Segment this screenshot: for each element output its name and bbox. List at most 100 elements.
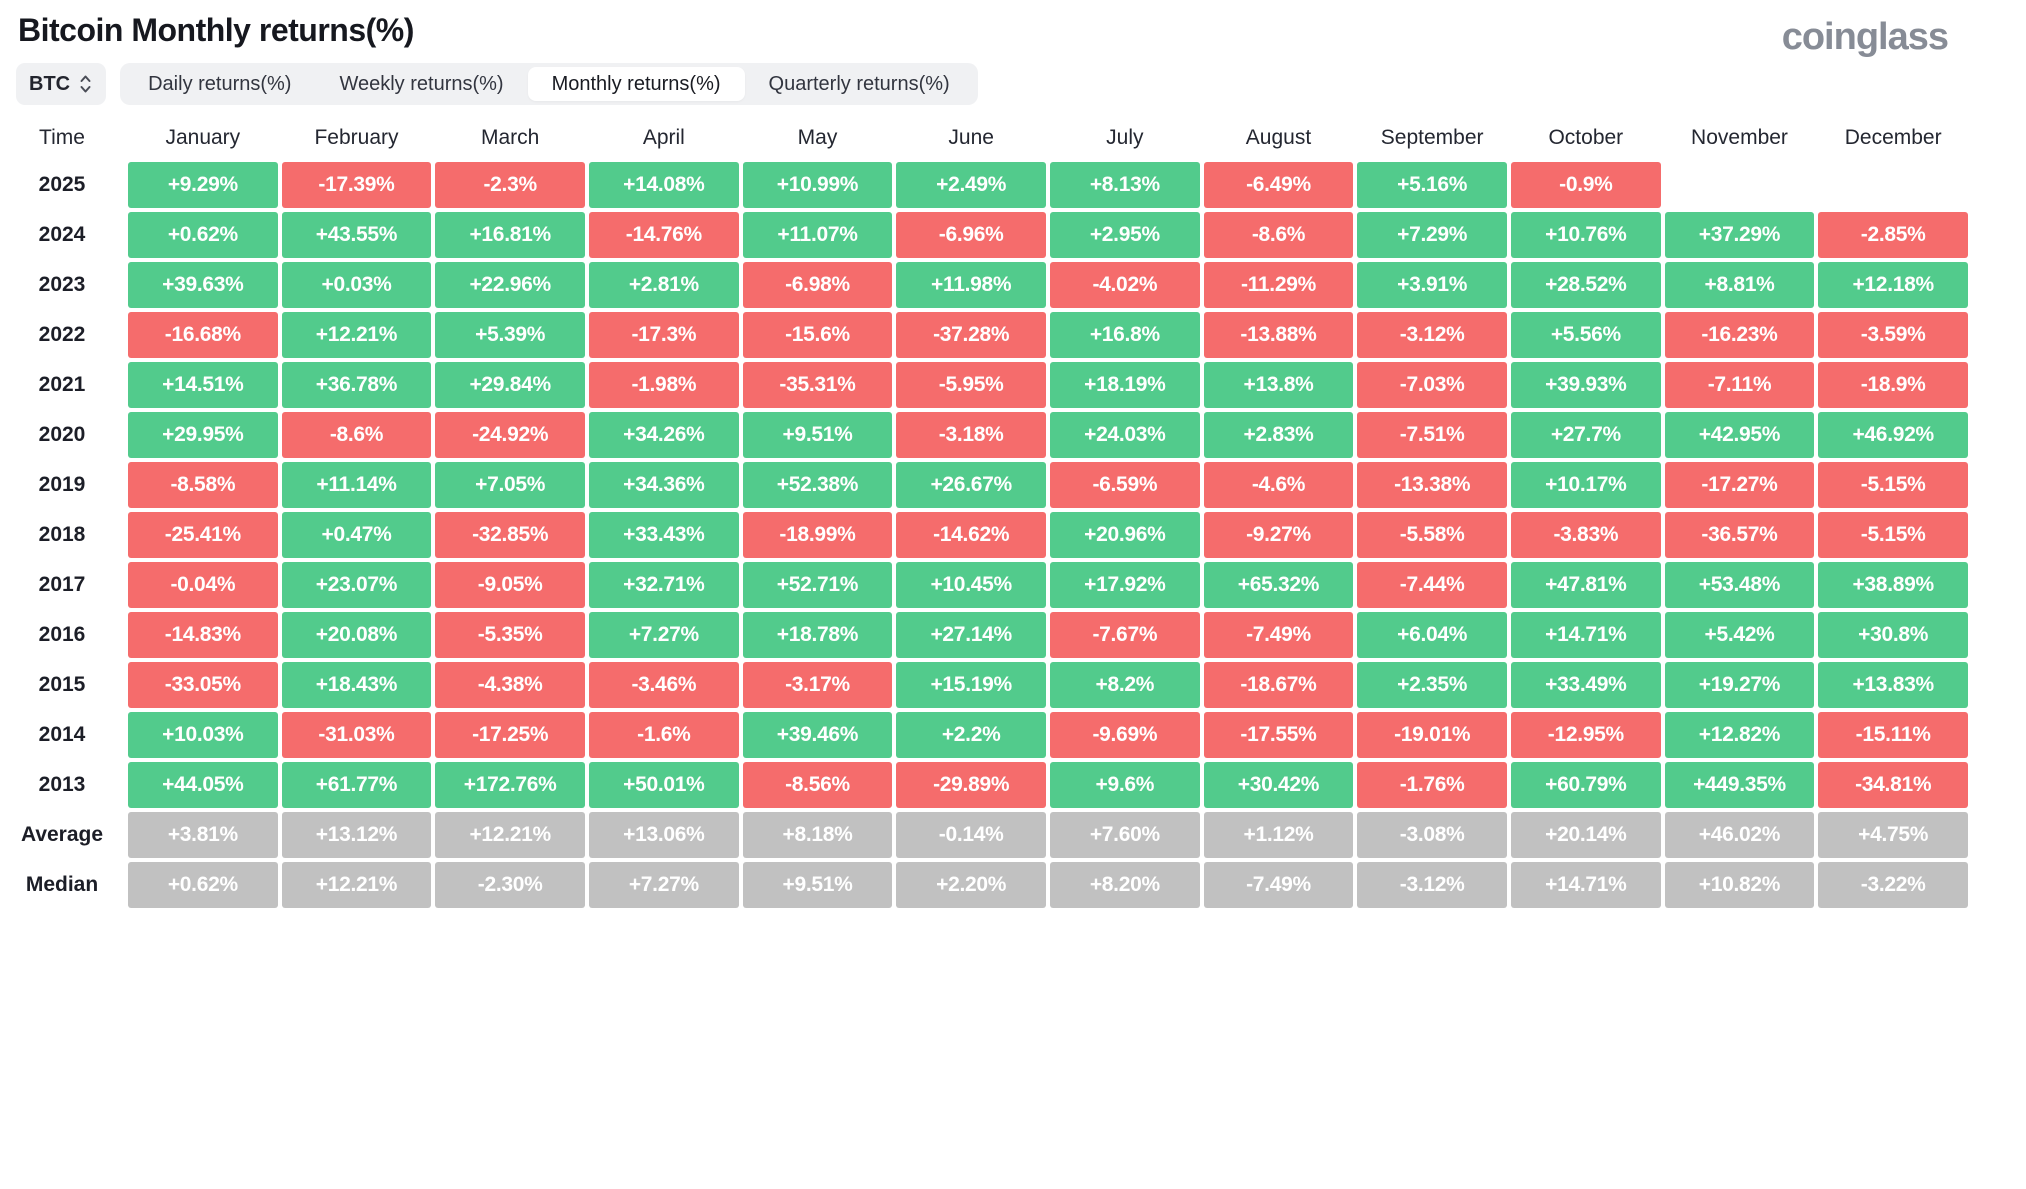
return-cell: +34.36% — [589, 462, 739, 508]
return-cell: +36.78% — [281, 362, 432, 408]
return-cell: -3.12% — [1357, 312, 1507, 358]
return-cell: -14.76% — [589, 212, 739, 258]
return-cell: +2.95% — [1050, 212, 1200, 258]
return-cell: +12.21% — [435, 812, 585, 858]
return-cell: -25.41% — [128, 512, 278, 558]
return-cell: +5.56% — [1511, 312, 1661, 358]
return-cell: -17.55% — [1203, 712, 1354, 758]
month-column-header: May — [797, 126, 838, 149]
month-column-header: July — [1106, 126, 1144, 149]
return-cell: -13.38% — [1357, 462, 1507, 508]
return-cell: +449.35% — [1664, 762, 1815, 808]
month-column-header: November — [1691, 126, 1788, 149]
return-cell: -17.27% — [1664, 462, 1815, 508]
return-cell: +12.21% — [281, 312, 432, 358]
return-cell: -17.25% — [435, 712, 585, 758]
toolbar: BTC Daily returns(%) Weekly returns(%) M… — [16, 63, 2026, 105]
return-cell: +7.29% — [1357, 212, 1507, 258]
return-cell: +2.81% — [589, 262, 739, 308]
coinglass-logo: coinglass — [1781, 16, 1949, 58]
table-row: 2025 +9.29% -17.39% -2.3% +14.08% +10.99% +2.4… — [0, 162, 1968, 208]
return-cell: +10.82% — [1664, 862, 1815, 908]
return-cell: -29.89% — [896, 762, 1046, 808]
return-cell: +9.51% — [742, 862, 893, 908]
return-cell: -3.18% — [896, 412, 1046, 458]
return-cell: +38.89% — [1818, 562, 1968, 608]
return-cell: +7.27% — [589, 612, 739, 658]
return-cell: +43.55% — [281, 212, 432, 258]
month-column-header: April — [642, 126, 685, 149]
return-cell: -36.57% — [1664, 512, 1815, 558]
return-cell: +65.32% — [1203, 562, 1354, 608]
return-cell: +52.71% — [742, 562, 893, 608]
return-cell: +8.18% — [742, 812, 893, 858]
return-cell: -1.6% — [589, 712, 739, 758]
return-cell: -3.12% — [1357, 862, 1507, 908]
return-cell: +7.27% — [589, 862, 739, 908]
return-cell: +37.29% — [1664, 212, 1815, 258]
row-label: Median — [25, 873, 99, 896]
row-label: 2025 — [38, 173, 86, 196]
return-cell: -2.85% — [1818, 212, 1968, 258]
return-cell: +39.46% — [742, 712, 893, 758]
return-cell: -7.11% — [1664, 362, 1815, 408]
return-cell: +8.81% — [1664, 262, 1815, 308]
return-cell: -7.51% — [1357, 412, 1507, 458]
month-column-header: March — [480, 126, 540, 149]
tab-daily-returns[interactable]: Daily returns(%) — [148, 72, 292, 95]
return-cell: -5.15% — [1818, 462, 1968, 508]
return-cell: -8.6% — [281, 412, 432, 458]
return-cell: -4.38% — [435, 662, 585, 708]
table-row: 2023 +39.63% +0.03% +22.96% +2.81% -6.98% +11.… — [0, 262, 1968, 308]
return-cell: -3.46% — [589, 662, 739, 708]
return-cell: +2.35% — [1357, 662, 1507, 708]
return-cell: +11.98% — [896, 262, 1046, 308]
return-cell: +4.75% — [1818, 812, 1968, 858]
return-cell: +11.14% — [281, 462, 432, 508]
return-cell: +47.81% — [1511, 562, 1661, 608]
return-cell: -1.76% — [1357, 762, 1507, 808]
return-cell: +0.03% — [281, 262, 432, 308]
return-cell: -16.68% — [128, 312, 278, 358]
return-cell: -11.29% — [1203, 262, 1354, 308]
table-row: 2019 -8.58% +11.14% +7.05% +34.36% +52.38% +26… — [0, 462, 1968, 508]
return-cell: +2.20% — [896, 862, 1046, 908]
return-cell: +12.18% — [1818, 262, 1968, 308]
return-cell: +7.05% — [435, 462, 585, 508]
tab-quarterly-returns[interactable]: Quarterly returns(%) — [768, 72, 950, 95]
return-cell: -18.67% — [1203, 662, 1354, 708]
return-cell: +0.47% — [281, 512, 432, 558]
return-cell: -31.03% — [281, 712, 432, 758]
return-cell: +10.17% — [1511, 462, 1661, 508]
return-cell: +3.81% — [128, 812, 278, 858]
return-cell: -6.49% — [1203, 162, 1354, 208]
tab-monthly-returns[interactable]: Monthly returns(%) — [527, 67, 745, 101]
return-cell: +18.78% — [742, 612, 893, 658]
return-cell: +2.49% — [896, 162, 1046, 208]
return-cell: +30.42% — [1203, 762, 1354, 808]
month-column-header: October — [1548, 126, 1624, 149]
tab-weekly-returns[interactable]: Weekly returns(%) — [339, 72, 504, 95]
return-cell: +61.77% — [281, 762, 432, 808]
return-cell: +8.20% — [1050, 862, 1200, 908]
return-cell: -3.17% — [742, 662, 893, 708]
return-cell: +0.62% — [128, 862, 278, 908]
coin-selector[interactable]: BTC — [16, 63, 107, 105]
return-cell: -7.49% — [1203, 612, 1354, 658]
return-cell: -2.3% — [435, 162, 585, 208]
return-cell: -4.02% — [1050, 262, 1200, 308]
return-cell: +20.14% — [1511, 812, 1661, 858]
return-cell: +29.84% — [435, 362, 585, 408]
return-cell: -7.67% — [1050, 612, 1200, 658]
row-label: 2019 — [38, 473, 86, 496]
return-cell: -16.23% — [1664, 312, 1815, 358]
return-cell: +9.29% — [128, 162, 278, 208]
return-cell: +19.27% — [1664, 662, 1815, 708]
table-row: 2022 -16.68% +12.21% +5.39% -17.3% -15.6% -37.… — [0, 312, 1968, 358]
return-cell: -8.56% — [742, 762, 893, 808]
return-cell: -0.04% — [128, 562, 278, 608]
return-cell: -18.9% — [1818, 362, 1968, 408]
return-cell: +46.92% — [1818, 412, 1968, 458]
return-cell: +8.13% — [1050, 162, 1200, 208]
return-cell: +1.12% — [1203, 812, 1354, 858]
